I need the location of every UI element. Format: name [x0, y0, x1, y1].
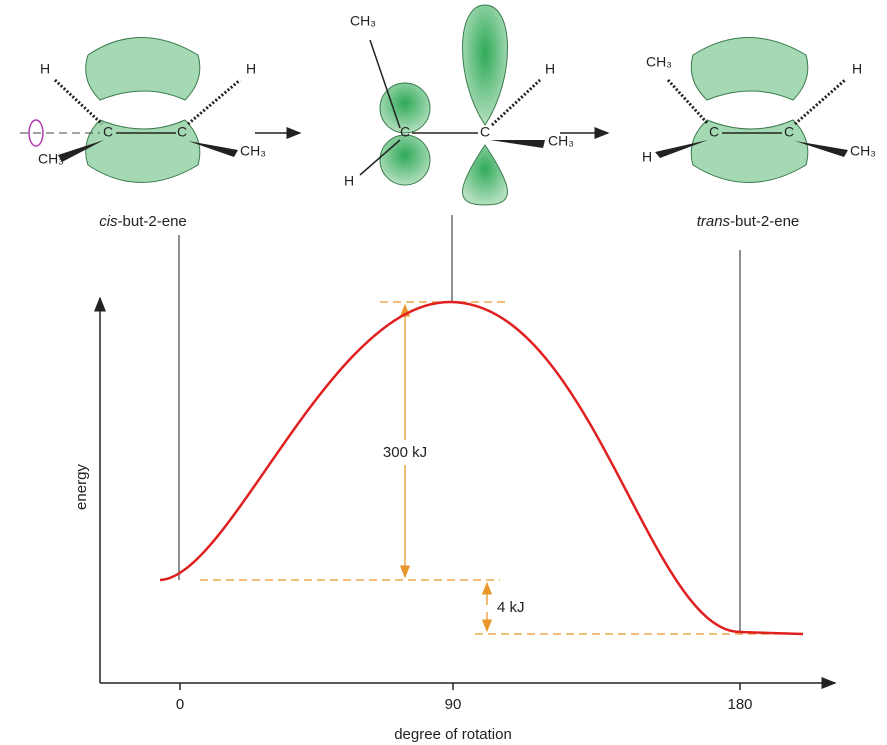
name-prefix: trans [697, 213, 731, 230]
x-tick-label: 90 [445, 696, 462, 713]
barrier-label: 300 kJ [383, 444, 427, 461]
x-axis-label: degree of rotation [394, 726, 512, 743]
name-rest: -but-2-ene [730, 213, 799, 230]
atom-label: CH₃ [38, 151, 64, 167]
atom-label: CH₃ [548, 133, 574, 149]
atom-label: H [545, 61, 555, 77]
x-tick-label: 0 [176, 696, 184, 713]
name-prefix: cis [99, 213, 118, 230]
energy-plot: 300 kJ 4 kJ 0 90 180 degree of rotation … [73, 215, 837, 743]
atom-label: CH₃ [850, 143, 876, 159]
atom-label: CH₃ [350, 13, 376, 29]
molecule-transition: CH₃ C C H H CH₃ [344, 4, 574, 206]
energy-curve [159, 300, 804, 636]
atom-label: H [344, 173, 354, 189]
molecule-cis: H C C H CH₃ CH₃ [20, 37, 266, 183]
atom-label: H [642, 149, 652, 165]
atom-label: H [40, 61, 50, 77]
atom-label: CH₃ [646, 54, 672, 70]
x-tick-label: 180 [727, 696, 752, 713]
atom-label: H [852, 61, 862, 77]
y-axis-label: energy [73, 464, 90, 510]
molecule-trans: CH₃ C C H H CH₃ [642, 37, 876, 183]
atom-label: C [400, 124, 410, 140]
molecule-name: cis-but-2-ene [99, 213, 187, 230]
atom-label: C [177, 124, 187, 140]
molecule-name: trans-but-2-ene [697, 213, 800, 230]
atom-label: C [480, 124, 490, 140]
name-rest: -but-2-ene [118, 213, 187, 230]
difference-label: 4 kJ [497, 599, 525, 616]
atom-label: H [246, 61, 256, 77]
atom-label: C [103, 124, 113, 140]
atom-label: C [784, 124, 794, 140]
atom-label: C [709, 124, 719, 140]
atom-label: CH₃ [240, 143, 266, 159]
